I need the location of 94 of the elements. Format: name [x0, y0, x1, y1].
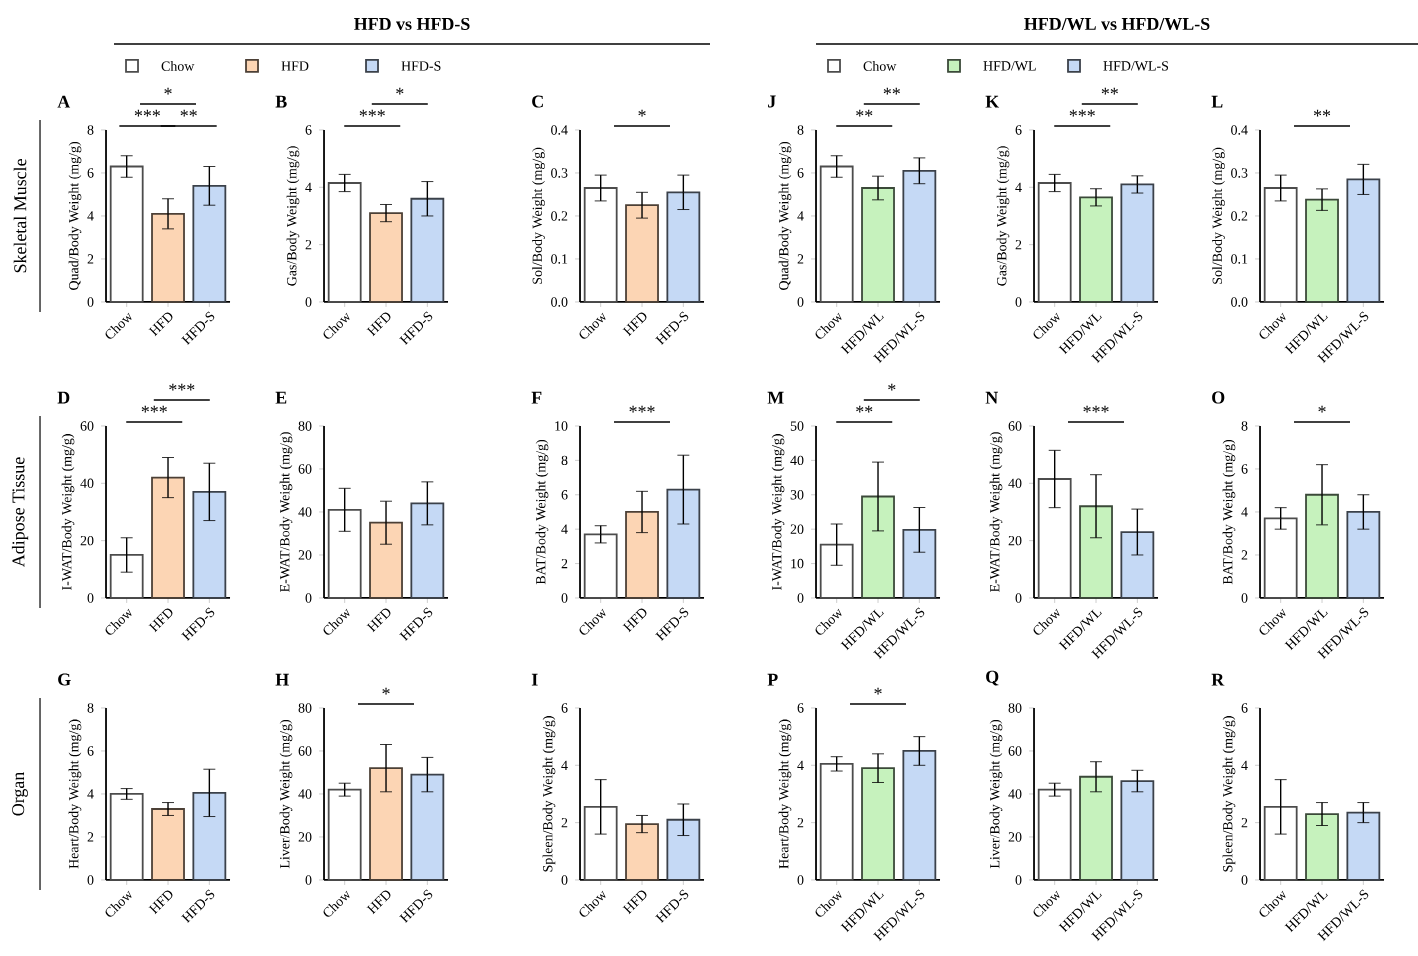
text: *: [164, 87, 172, 95]
bar: [369, 521, 403, 599]
bar: [902, 528, 937, 599]
chart-title: N: [985, 391, 998, 404]
chart-title: I: [531, 673, 538, 686]
text: ***: [141, 405, 167, 413]
text: *: [638, 109, 646, 117]
chart-title: O: [1212, 391, 1225, 404]
bar: [1120, 531, 1155, 599]
bar: [109, 554, 144, 599]
bar: [1305, 493, 1339, 599]
chart-title: C: [532, 95, 543, 108]
bar: [369, 767, 403, 881]
chart-title: H: [275, 673, 289, 686]
text: *: [888, 383, 896, 391]
bar: [151, 476, 185, 599]
text: ***: [169, 383, 195, 391]
text: ***: [134, 109, 160, 117]
bar: [583, 187, 618, 303]
bar: [192, 184, 227, 303]
bar: [666, 488, 701, 599]
bar: [1120, 183, 1155, 303]
chart-title: D: [57, 391, 70, 404]
bar: [625, 204, 659, 303]
bar: [369, 212, 403, 303]
text: Adipose Tissue: [11, 457, 29, 568]
chart-title: R: [1211, 673, 1225, 686]
text: *: [1318, 405, 1326, 413]
bar: [1037, 478, 1072, 599]
text: **: [883, 87, 900, 95]
bar: [1037, 788, 1072, 881]
chart-title: L: [1211, 95, 1223, 108]
bar: [861, 495, 895, 599]
chart-title: F: [531, 391, 542, 404]
chart-title: G: [58, 673, 71, 686]
bar: [410, 773, 445, 881]
text: ***: [1083, 405, 1109, 413]
text: ***: [629, 405, 655, 413]
bar: [1037, 182, 1072, 303]
bar: [1346, 178, 1381, 303]
text: HFD vs HFD-S: [354, 17, 470, 31]
bar: [1263, 517, 1298, 599]
bar: [819, 543, 854, 599]
bar: [327, 182, 362, 303]
text: *: [382, 687, 390, 695]
text: Organ: [12, 772, 28, 816]
text: *: [396, 87, 404, 95]
bar: [583, 805, 618, 881]
chart-title: Q: [986, 670, 999, 686]
bar: [1079, 505, 1113, 599]
bar: [410, 197, 445, 303]
bar: [583, 533, 618, 599]
text: ***: [1069, 109, 1095, 117]
bar: [625, 511, 659, 599]
bar: [861, 767, 895, 881]
bar: [109, 793, 144, 881]
chart-title: K: [985, 95, 1000, 108]
bar: [1305, 198, 1339, 303]
bar: [1120, 780, 1155, 881]
bar: [151, 808, 185, 881]
text: Skeletal Muscle: [13, 159, 27, 273]
chart-title: M: [767, 391, 784, 404]
bar: [192, 791, 227, 881]
bar: [151, 212, 185, 303]
bar: [1346, 511, 1381, 599]
chart-title: J: [768, 95, 776, 108]
bar: [861, 187, 895, 303]
bar: [327, 508, 362, 599]
chart-title: B: [275, 95, 287, 108]
bar: [1263, 187, 1298, 303]
text: ***: [359, 109, 385, 117]
bar: [819, 165, 854, 303]
bar: [327, 788, 362, 881]
chart-title: E: [275, 391, 287, 404]
bar: [109, 165, 144, 303]
chart-title: P: [767, 673, 778, 686]
bar: [902, 750, 937, 881]
text: **: [180, 109, 197, 117]
bar: [625, 823, 659, 881]
bar: [902, 169, 937, 303]
bar: [666, 191, 701, 303]
text: **: [856, 109, 873, 117]
text: **: [856, 405, 873, 413]
chart-title: A: [57, 95, 71, 108]
bar: [410, 502, 445, 599]
bar: [192, 491, 227, 599]
bar: [819, 762, 854, 881]
text: **: [1313, 109, 1331, 117]
bar: [1079, 196, 1113, 303]
text: **: [1101, 87, 1118, 95]
text: *: [874, 687, 882, 695]
bar: [1079, 775, 1113, 881]
text: HFD/WL vs HFD/WL-S: [1024, 17, 1210, 31]
bar: [666, 818, 701, 881]
